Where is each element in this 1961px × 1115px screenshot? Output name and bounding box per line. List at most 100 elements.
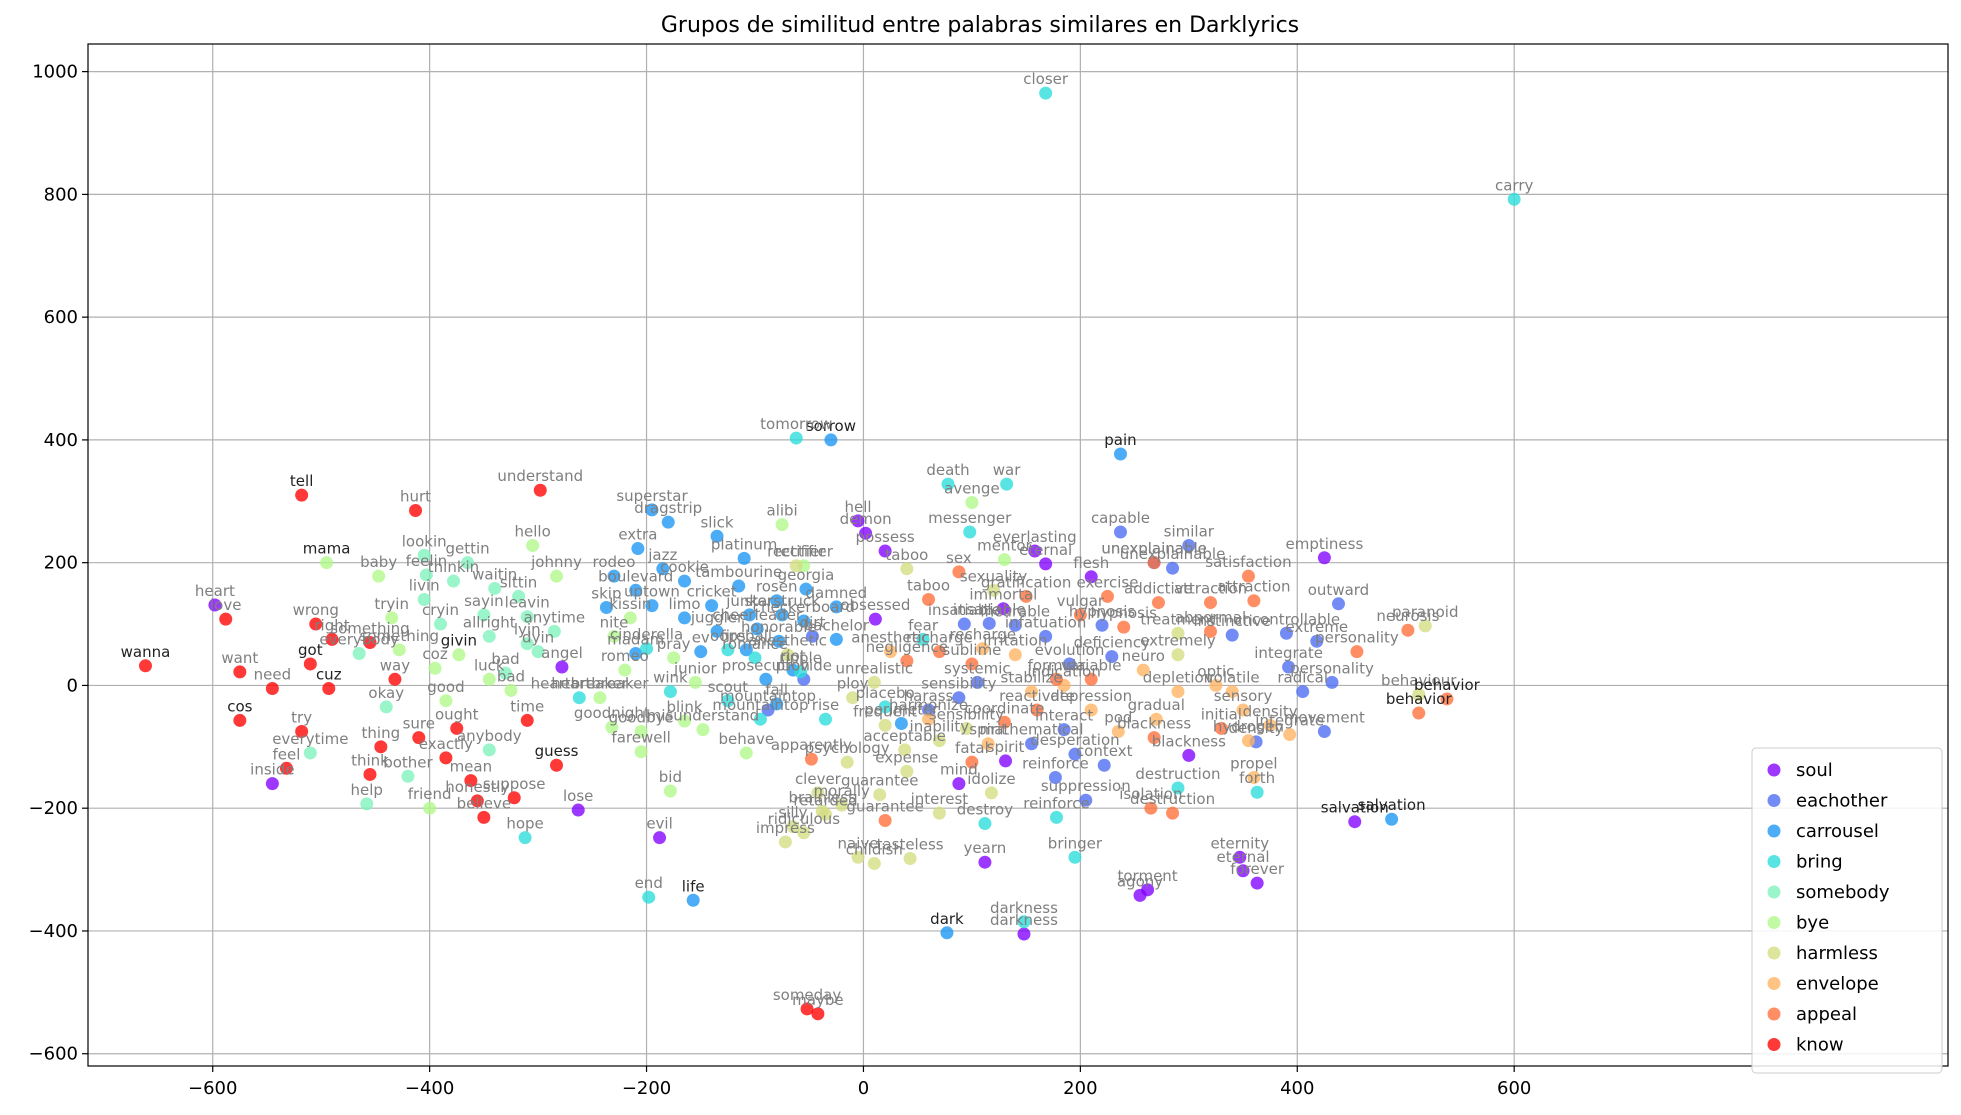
point-label: dark xyxy=(930,910,964,928)
point-label: neuro xyxy=(1122,647,1165,665)
point-label: anytime xyxy=(524,608,585,626)
data-point xyxy=(1401,623,1415,637)
data-point xyxy=(800,1002,814,1016)
point-label: fireball xyxy=(721,627,773,645)
data-point xyxy=(379,700,393,714)
data-point xyxy=(605,720,619,734)
point-label: incurable xyxy=(980,602,1050,620)
data-point xyxy=(775,518,789,532)
point-label: morally xyxy=(814,782,870,800)
data-point xyxy=(952,565,966,579)
point-label: inability xyxy=(910,718,970,736)
data-point xyxy=(932,645,946,659)
point-label: ought xyxy=(435,705,479,723)
data-point xyxy=(867,856,881,870)
point-label: reactivate xyxy=(999,687,1075,705)
point-label: insatiable xyxy=(928,601,1001,619)
data-point xyxy=(846,691,860,705)
x-tick-label: −400 xyxy=(405,1078,454,1099)
point-label: eternal xyxy=(1019,541,1072,559)
point-label: sublime xyxy=(942,641,1001,659)
data-point xyxy=(1105,650,1119,664)
point-label: extremely xyxy=(1140,632,1216,650)
data-point xyxy=(786,820,800,834)
point-label: sorrow xyxy=(806,417,856,435)
legend-marker xyxy=(1767,885,1781,899)
data-point xyxy=(1039,629,1053,643)
point-label: behavior xyxy=(1386,690,1453,708)
data-point xyxy=(952,691,966,705)
point-label: good xyxy=(427,678,464,696)
point-label: try xyxy=(291,708,312,726)
data-point xyxy=(325,632,339,646)
data-point xyxy=(303,657,317,671)
point-label: gettin xyxy=(445,540,489,558)
data-point xyxy=(1331,597,1345,611)
data-point xyxy=(1111,724,1125,738)
data-point xyxy=(1204,596,1218,610)
data-point xyxy=(710,529,724,543)
data-point xyxy=(464,774,478,788)
point-label: fear xyxy=(908,616,939,634)
data-point xyxy=(1418,619,1432,633)
point-label: sensibility xyxy=(929,705,1004,723)
point-label: isolation xyxy=(1119,785,1182,803)
data-point xyxy=(482,672,496,686)
point-label: exercise xyxy=(1077,573,1139,591)
point-label: help xyxy=(351,781,383,799)
point-label: perimeter xyxy=(864,700,939,718)
point-label: stabilize xyxy=(1001,669,1063,687)
point-label: heartbreaker xyxy=(531,675,629,693)
data-point xyxy=(894,716,908,730)
data-point xyxy=(352,647,366,661)
point-label: boulevard xyxy=(598,567,673,585)
point-label: lyin xyxy=(514,621,541,639)
data-point xyxy=(750,622,764,636)
data-point xyxy=(970,675,984,689)
data-point xyxy=(663,685,677,699)
point-label: placebo xyxy=(856,684,915,702)
data-point xyxy=(1263,718,1277,732)
data-point xyxy=(1057,723,1071,737)
point-label: hurt xyxy=(400,487,431,505)
point-label: irritation xyxy=(983,632,1047,650)
data-point xyxy=(1113,447,1127,461)
point-label: anesthetic xyxy=(748,632,827,650)
data-point xyxy=(518,831,532,845)
data-point xyxy=(526,538,540,552)
data-point xyxy=(1225,685,1239,699)
point-label: integrate xyxy=(1254,644,1323,662)
point-label: possess xyxy=(856,528,915,546)
point-label: harass xyxy=(904,687,954,705)
point-label: hell xyxy=(844,498,871,516)
data-point xyxy=(721,643,735,657)
legend-marker xyxy=(1767,977,1781,990)
data-point xyxy=(512,589,526,603)
point-label: rise xyxy=(812,696,839,714)
point-label: bringer xyxy=(1048,834,1103,852)
point-label: ripple xyxy=(779,649,822,667)
point-label: instinctive xyxy=(1193,612,1270,630)
data-point xyxy=(433,617,447,631)
point-label: livin xyxy=(409,577,440,595)
point-label: cookie xyxy=(660,558,709,576)
data-point xyxy=(997,553,1011,567)
point-label: johnny xyxy=(530,553,582,571)
data-point xyxy=(878,700,892,714)
point-label: integrate xyxy=(1255,712,1324,730)
point-label: love xyxy=(210,596,241,614)
data-point xyxy=(1147,731,1161,745)
data-point xyxy=(233,665,247,679)
point-label: negligence xyxy=(866,638,948,656)
data-point xyxy=(1385,812,1399,826)
data-point xyxy=(678,611,692,625)
point-label: immortal xyxy=(969,586,1037,604)
data-point xyxy=(1151,596,1165,610)
data-point xyxy=(941,477,955,491)
point-label: sex xyxy=(946,549,972,567)
point-label: variable xyxy=(1061,656,1122,674)
point-label: dragstrip xyxy=(634,499,702,517)
point-label: eternity xyxy=(1210,834,1269,852)
point-label: junior xyxy=(673,659,718,677)
data-point xyxy=(653,831,667,845)
